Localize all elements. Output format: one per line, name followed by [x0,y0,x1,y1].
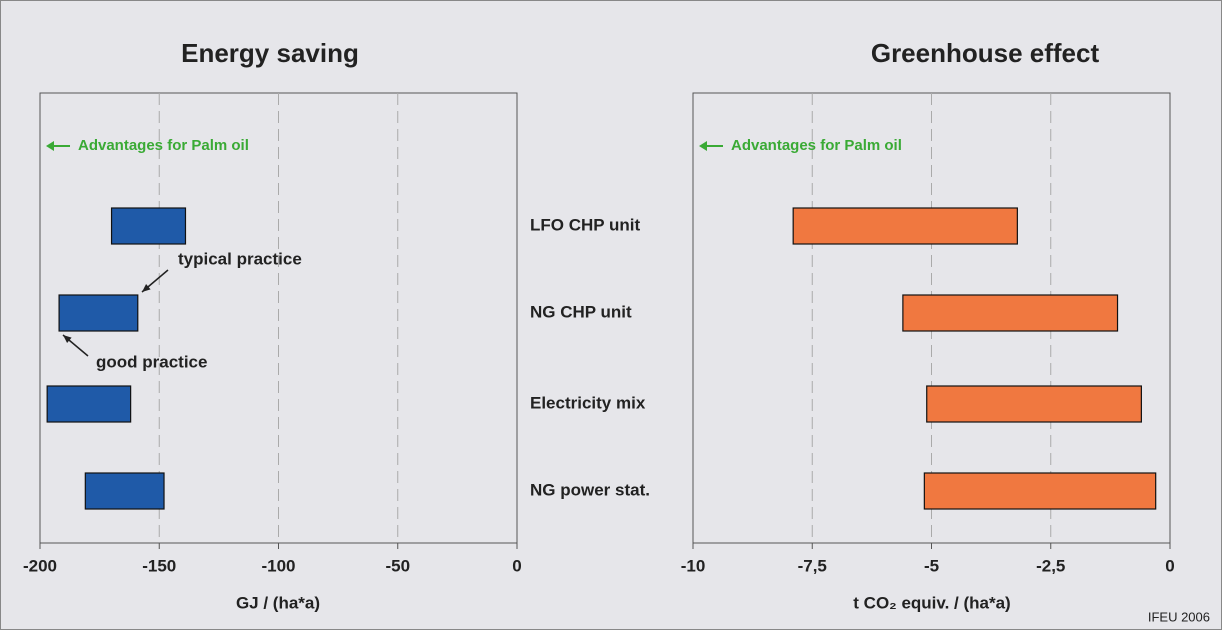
chart-title: Greenhouse effect [871,38,1100,68]
x-tick-label: -50 [385,556,410,575]
source: IFEU 2006 [1148,609,1210,624]
x-tick-label: -150 [142,556,176,575]
category-label: NG power stat. [530,480,650,499]
x-tick-label: -2,5 [1036,556,1065,575]
chart-title: Energy saving [181,38,359,68]
bar [923,472,1157,510]
bar [792,207,1018,245]
annotation: typical practice [178,249,302,268]
x-tick-label: -5 [924,556,939,575]
bar [110,207,187,245]
note-arrow-head [46,141,54,151]
category-label: LFO CHP unit [530,215,641,234]
note: Advantages for Palm oil [78,137,249,154]
x-tick-label: 0 [512,556,521,575]
x-tick-label: -100 [261,556,295,575]
category-label: NG CHP unit [530,302,632,321]
note: Advantages for Palm oil [731,137,902,154]
note-arrow-head [699,141,707,151]
x-axis-title: GJ / (ha*a) [236,593,320,612]
annotation-arrow-head [142,283,151,292]
annotation: good practice [96,352,207,371]
annotation-arrow-head [63,335,72,344]
bar [926,385,1142,423]
bar [46,385,132,423]
x-tick-label: -200 [23,556,57,575]
x-tick-label: 0 [1165,556,1174,575]
category-label: Electricity mix [530,393,646,412]
bar [84,472,165,510]
x-axis-title: t CO₂ equiv. / (ha*a) [853,593,1010,612]
x-tick-label: -7,5 [798,556,827,575]
bar [902,294,1119,332]
bar [58,294,139,332]
x-tick-label: -10 [681,556,706,575]
